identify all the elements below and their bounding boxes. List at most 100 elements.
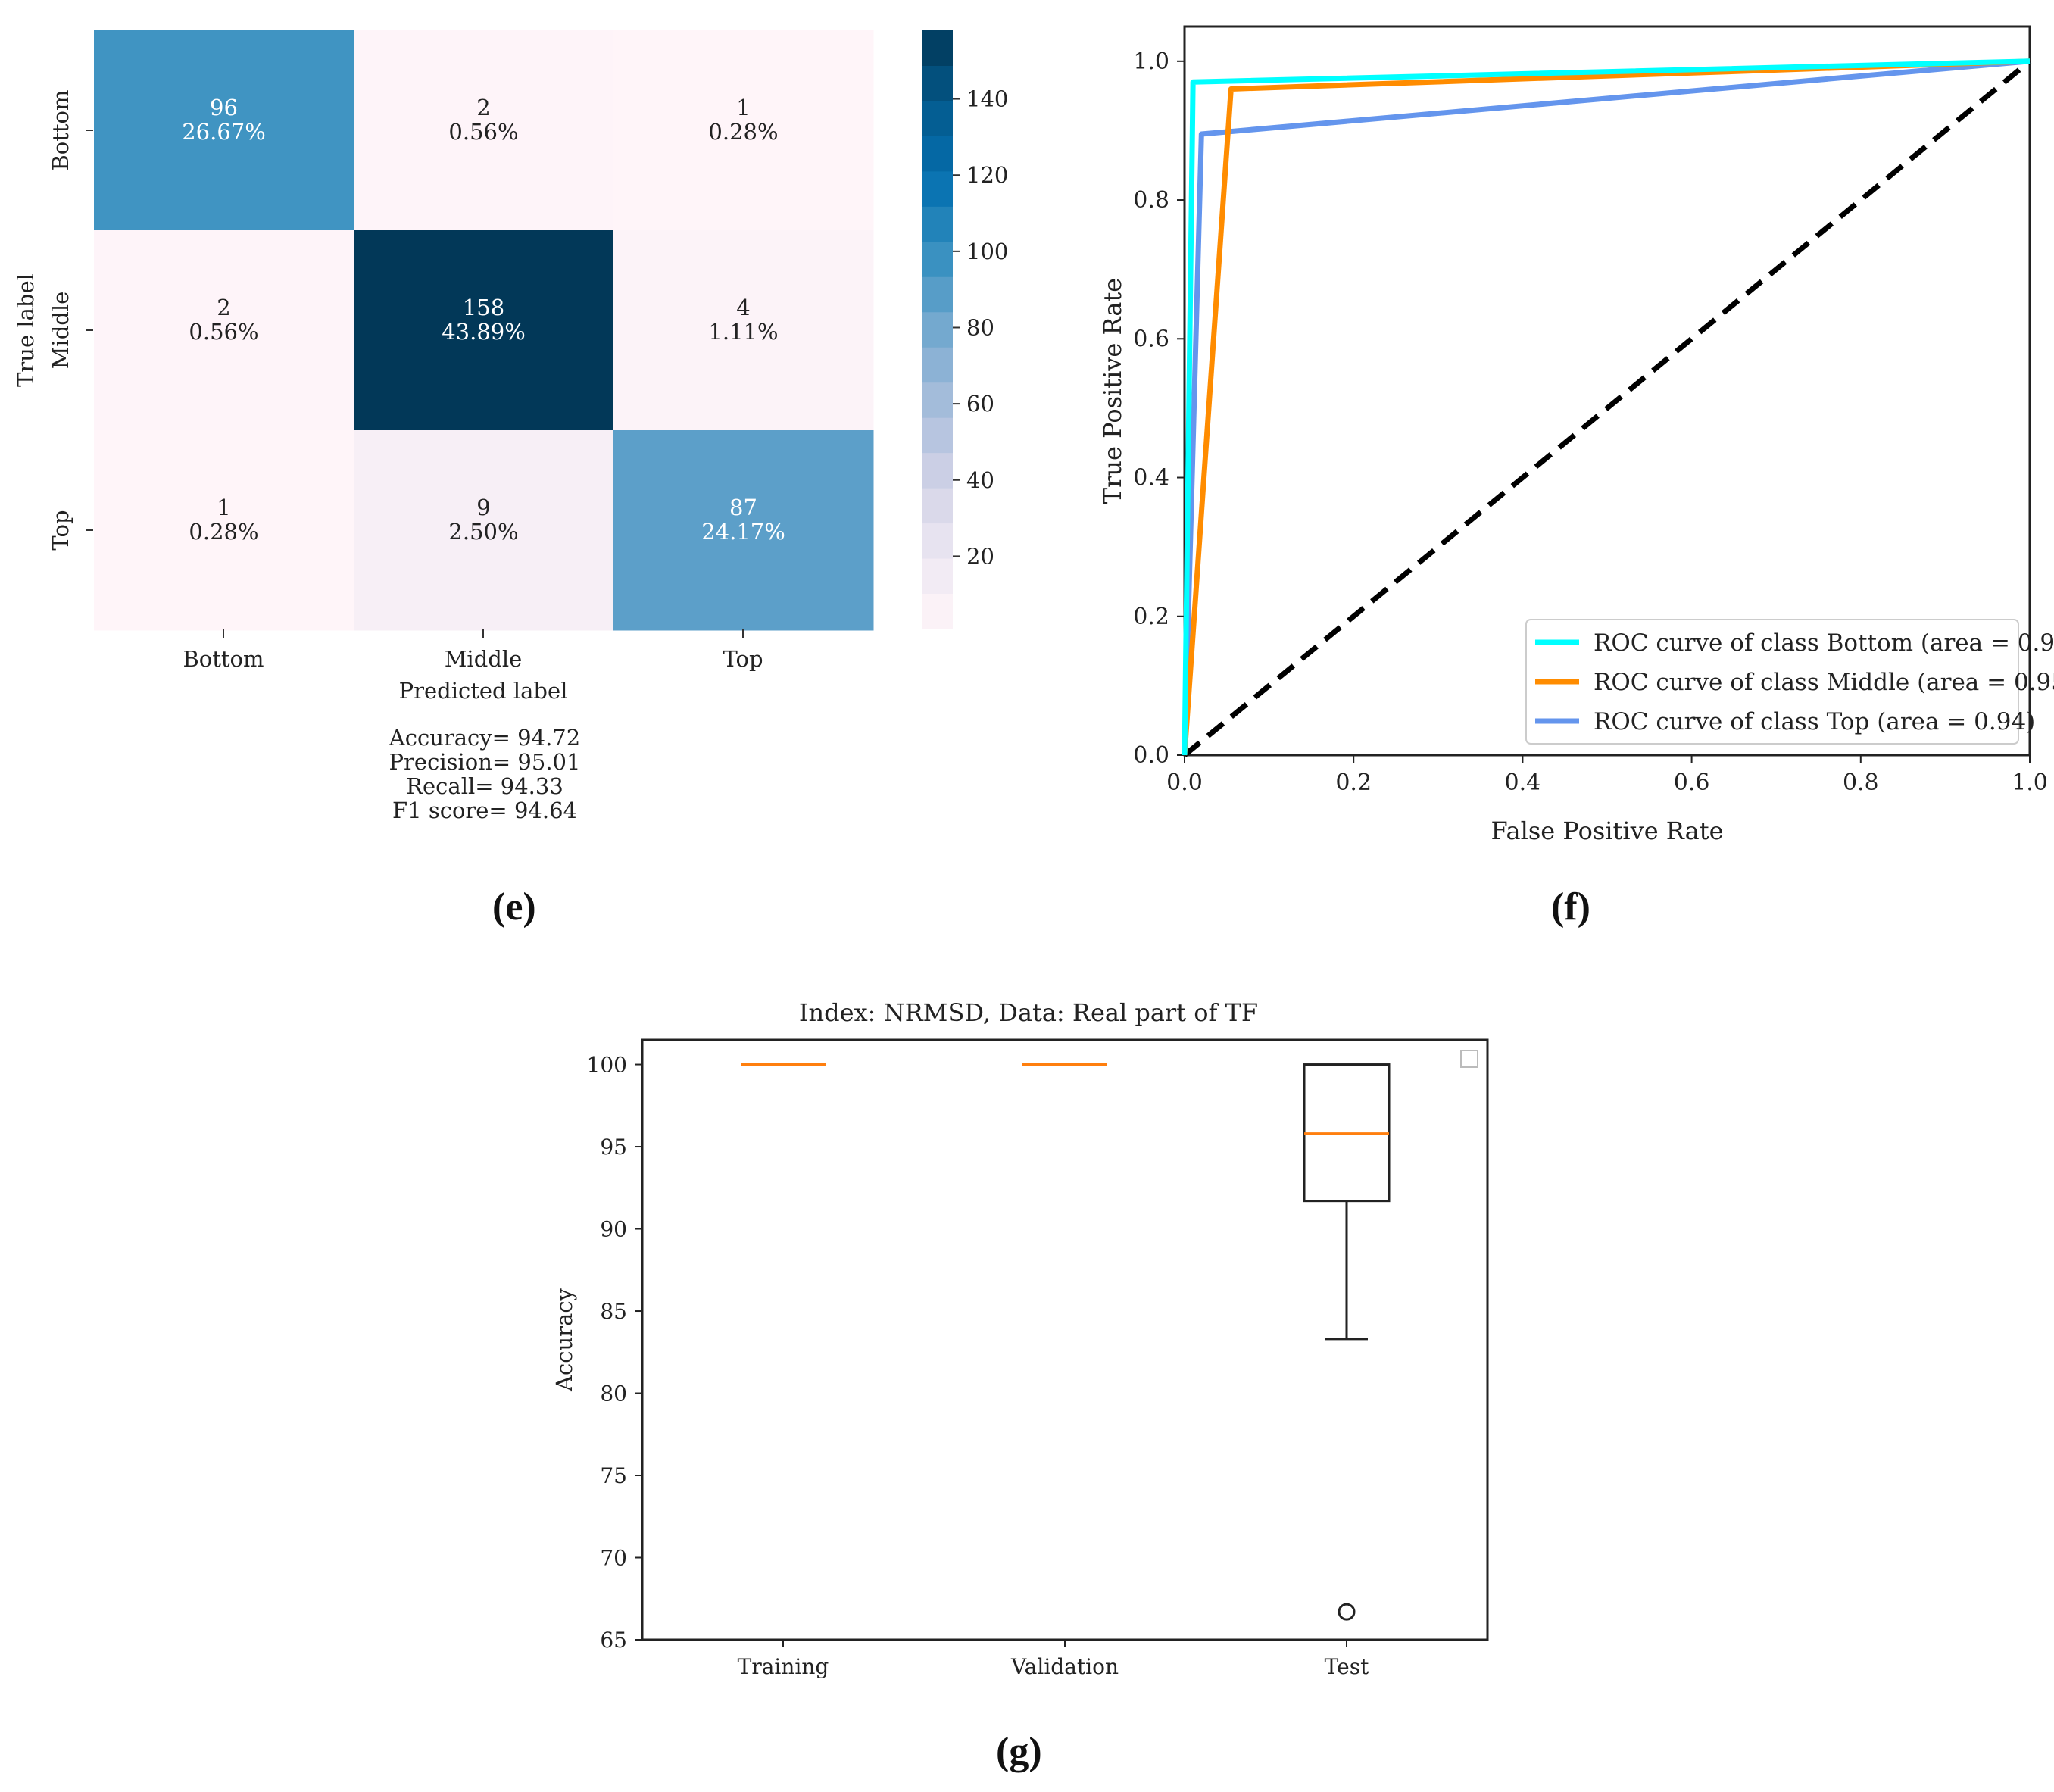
- heatmap-cell-count: 1: [736, 95, 750, 120]
- roc-legend-entry: ROC curve of class Middle (area = 0.95): [1594, 669, 2054, 696]
- heatmap-cell: [613, 430, 874, 631]
- confusion-matrix-cells: 9626.67%20.56%10.28%20.56%15843.89%41.11…: [94, 30, 874, 631]
- roc-y-tick-label: 0.6: [1133, 326, 1169, 352]
- panel-label-f: (f): [1551, 885, 1590, 929]
- heatmap-cell-percent: 0.56%: [448, 119, 518, 145]
- heatmap-cell: [354, 230, 614, 431]
- colorbar-segment: [922, 311, 953, 348]
- heatmap-cell-count: 1: [217, 495, 230, 520]
- colorbar-tick-label: 120: [966, 162, 1008, 188]
- heatmap-cell-count: 4: [736, 295, 750, 320]
- heatmap-cell-percent: 0.56%: [189, 319, 258, 345]
- roc-y-tick-label: 0.2: [1133, 604, 1169, 630]
- heatmap-cell-count: 9: [476, 495, 490, 520]
- heatmap-cell-percent: 43.89%: [442, 319, 526, 345]
- colorbar-segment: [922, 347, 953, 383]
- heatmap-cell-percent: 24.17%: [701, 519, 785, 545]
- heatmap-cell: [94, 30, 354, 231]
- box-y-tick-label: 80: [600, 1381, 627, 1406]
- classification-metrics: Accuracy= 94.72 Precision= 95.01 Recall=…: [348, 726, 621, 823]
- box-y-tick-label: 100: [587, 1053, 627, 1078]
- roc-x-tick-label: 1.0: [2012, 770, 2048, 796]
- metric-accuracy: Accuracy= 94.72: [389, 725, 581, 751]
- roc-series-line: [1182, 58, 2031, 756]
- roc-x-tick-label: 0.2: [1335, 770, 1372, 796]
- box-x-tick-label: Test: [1325, 1654, 1369, 1679]
- box-y-tick-label: 75: [600, 1463, 627, 1488]
- heatmap-cell-percent: 1.11%: [708, 319, 778, 345]
- box-x-tick-label: Validation: [1010, 1654, 1119, 1679]
- box-plot-legend-empty: [1460, 1050, 1478, 1068]
- metric-recall: Recall= 94.33: [406, 773, 563, 799]
- colorbar-tick-label: 40: [966, 467, 994, 493]
- colorbar-tick-label: 140: [966, 86, 1008, 112]
- roc-y-tick-label: 0.8: [1133, 187, 1169, 214]
- colorbar-segment: [922, 170, 953, 207]
- box-outlier: [1338, 1603, 1356, 1621]
- panel-label-e: (e): [492, 885, 536, 929]
- colorbar-segment: [922, 558, 953, 595]
- box-x-tick-label: Training: [738, 1654, 829, 1679]
- confusion-matrix-axes: Bottom Middle Top Bottom Middle Top Pred…: [13, 89, 763, 704]
- roc-x-tick-label: 0.0: [1166, 770, 1203, 796]
- box-plot-ticks: 65 70 75 80 85 90 95 100 Training Validation Test: [587, 1053, 1370, 1679]
- colorbar-segment: [922, 417, 953, 454]
- y-tick-label-bottom: Bottom: [48, 89, 73, 170]
- heatmap-cell-percent: 26.67%: [182, 119, 266, 145]
- x-tick-label-bottom: Bottom: [183, 646, 264, 672]
- heatmap-cell-percent: 0.28%: [708, 119, 778, 145]
- colorbar-segment: [922, 136, 953, 172]
- box-plot-y-axis-label: Accuracy: [551, 1288, 577, 1391]
- roc-y-tick-label: 0.0: [1133, 742, 1169, 769]
- confusion-matrix-colorbar: 20 40 60 80 100 120 140: [922, 30, 1008, 629]
- colorbar-segment: [922, 593, 953, 629]
- roc-y-axis-label: True Positive Rate: [1098, 278, 1127, 504]
- colorbar-segment: [922, 523, 953, 559]
- heatmap-cell: [354, 430, 614, 631]
- heatmap-cell: [94, 430, 354, 631]
- box-y-tick-label: 95: [600, 1135, 627, 1160]
- roc-y-tick-label: 1.0: [1133, 48, 1169, 75]
- roc-chance-line: [1182, 59, 2032, 757]
- confusion-x-axis-label: Predicted label: [399, 678, 568, 704]
- colorbar-segment: [922, 206, 953, 242]
- roc-legend-entry: ROC curve of class Top (area = 0.94): [1594, 708, 2035, 735]
- heatmap-cell: [94, 230, 354, 431]
- heatmap-cell: [613, 230, 874, 431]
- colorbar-segment: [922, 276, 953, 313]
- colorbar-segment: [922, 100, 953, 136]
- roc-legend-box: [1525, 619, 2019, 745]
- heatmap-cell: [354, 30, 614, 231]
- colorbar-segment: [922, 30, 953, 66]
- colorbar-segment: [922, 488, 953, 524]
- metric-f1: F1 score= 94.64: [392, 798, 577, 823]
- heatmap-cell-count: 96: [210, 95, 238, 120]
- confusion-y-axis-label: True label: [13, 273, 39, 387]
- heatmap-cell-count: 158: [463, 295, 504, 320]
- box-plot: Index: NRMSD, Data: Real part of TF 65 70…: [551, 998, 1489, 1679]
- colorbar-tick-label: 80: [966, 314, 994, 340]
- roc-x-tick-label: 0.8: [1843, 770, 1879, 796]
- roc-plot: 0.0 0.2 0.4 0.6 0.8 1.0 0.0 0.2 0.4 0.6 0.8 1.0 Fal…: [1098, 25, 2054, 845]
- heatmap-cell: [613, 30, 874, 231]
- roc-legend-entry: ROC curve of class Bottom (area = 0.98): [1594, 629, 2054, 657]
- colorbar-tick-label: 60: [966, 391, 994, 417]
- y-tick-label-top: Top: [48, 510, 73, 550]
- box-plot-boxes: [741, 1063, 1391, 1621]
- roc-x-axis-label: False Positive Rate: [1491, 816, 1723, 845]
- heatmap-cell-percent: 0.28%: [189, 519, 258, 545]
- colorbar-segment: [922, 382, 953, 418]
- metric-precision: Precision= 95.01: [389, 749, 581, 775]
- heatmap-cell-percent: 2.50%: [448, 519, 518, 545]
- x-tick-label-top: Top: [723, 646, 763, 672]
- roc-series-line: [1182, 58, 2031, 756]
- colorbar-segment: [922, 452, 953, 489]
- heatmap-cell-count: 87: [729, 495, 757, 520]
- panel-label-g: (g): [996, 1730, 1042, 1773]
- colorbar-tick-label: 20: [966, 543, 994, 569]
- roc-x-tick-label: 0.4: [1505, 770, 1541, 796]
- box-y-tick-label: 85: [600, 1299, 627, 1324]
- box-y-tick-label: 90: [600, 1217, 627, 1242]
- x-tick-label-middle: Middle: [445, 646, 523, 672]
